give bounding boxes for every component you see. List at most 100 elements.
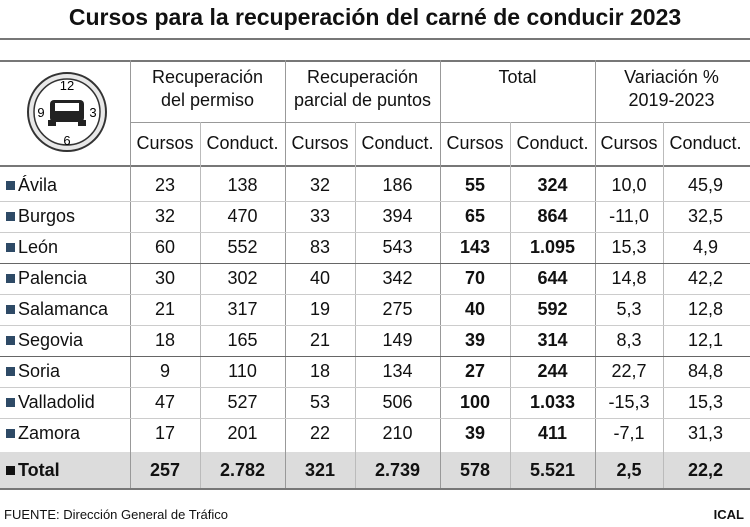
cell: 42,2 bbox=[687, 268, 724, 288]
subheader: Cursos bbox=[600, 133, 658, 153]
cell: 15,3 bbox=[687, 392, 724, 412]
cell: 342 bbox=[382, 268, 413, 288]
cell: 32 bbox=[154, 206, 176, 226]
cell: 40 bbox=[464, 299, 486, 319]
col-divider bbox=[200, 122, 201, 488]
subheader: Conduct. bbox=[206, 133, 279, 153]
subheader: Cursos bbox=[446, 133, 504, 153]
row-line bbox=[0, 294, 750, 295]
cell: 1.095 bbox=[529, 237, 576, 257]
cell: 201 bbox=[227, 423, 258, 443]
total-label: Total bbox=[18, 460, 60, 480]
cell: 23 bbox=[154, 175, 176, 195]
cell: 12,1 bbox=[687, 330, 724, 350]
group-divider bbox=[285, 60, 286, 488]
cell: 143 bbox=[459, 237, 491, 257]
cell: 2.739 bbox=[374, 460, 421, 480]
cell: 27 bbox=[464, 361, 486, 381]
bullet bbox=[6, 305, 15, 314]
cell: 578 bbox=[459, 460, 491, 480]
cell: 314 bbox=[537, 330, 568, 350]
icon-number: 9 bbox=[37, 105, 44, 120]
icon-number: 6 bbox=[63, 133, 70, 148]
cell: 527 bbox=[227, 392, 258, 412]
bullet bbox=[6, 367, 15, 376]
brand: ICAL bbox=[713, 507, 744, 522]
cell: 40 bbox=[309, 268, 331, 288]
cell: 644 bbox=[537, 268, 568, 288]
cell: 149 bbox=[382, 330, 413, 350]
cell: 324 bbox=[537, 175, 568, 195]
row-line bbox=[0, 387, 750, 388]
cell: 5,3 bbox=[616, 299, 642, 319]
total-band bbox=[0, 452, 750, 488]
cell: 186 bbox=[382, 175, 413, 195]
row-label: Salamanca bbox=[18, 299, 109, 319]
group-divider bbox=[130, 60, 131, 488]
cell: 39 bbox=[464, 330, 486, 350]
cell: 22,7 bbox=[611, 361, 647, 381]
cell: 321 bbox=[304, 460, 336, 480]
row-label: Burgos bbox=[18, 206, 76, 226]
cell: 31,3 bbox=[687, 423, 724, 443]
row-label: Zamora bbox=[18, 423, 81, 443]
cell: 110 bbox=[228, 361, 257, 381]
cell: 83 bbox=[309, 237, 331, 257]
row-label: Segovia bbox=[18, 330, 84, 350]
bullet bbox=[6, 181, 15, 190]
bullet bbox=[6, 398, 15, 407]
col-divider bbox=[663, 122, 664, 488]
cell: 21 bbox=[154, 299, 176, 319]
subheader: Conduct. bbox=[516, 133, 589, 153]
cell: 17 bbox=[154, 423, 176, 443]
table-bottom bbox=[0, 488, 750, 490]
bullet bbox=[6, 243, 15, 252]
cell: 22,2 bbox=[687, 460, 724, 480]
row-line bbox=[0, 418, 750, 419]
cell: 100 bbox=[459, 392, 491, 412]
icon-number: 3 bbox=[89, 105, 96, 120]
cell: 47 bbox=[154, 392, 176, 412]
cell: 9 bbox=[159, 361, 170, 381]
cell: 15,3 bbox=[611, 237, 647, 257]
subheader: Cursos bbox=[136, 133, 194, 153]
cell: 10,0 bbox=[611, 175, 647, 195]
bullet bbox=[6, 466, 15, 475]
cell: 302 bbox=[227, 268, 258, 288]
cell: 18 bbox=[309, 361, 331, 381]
bullet bbox=[6, 274, 15, 283]
cell: 552 bbox=[227, 237, 258, 257]
subheader: Conduct. bbox=[361, 133, 434, 153]
header-bottom bbox=[0, 165, 750, 167]
cell: 55 bbox=[464, 175, 486, 195]
row-label: Soria bbox=[18, 361, 61, 381]
cell: 864 bbox=[537, 206, 568, 226]
cell: 275 bbox=[382, 299, 413, 319]
subheader: Conduct. bbox=[669, 133, 742, 153]
row-line bbox=[0, 356, 750, 357]
cell: 317 bbox=[227, 299, 258, 319]
cell: 19 bbox=[309, 299, 331, 319]
cell: 21 bbox=[309, 330, 331, 350]
row-line bbox=[0, 201, 750, 202]
cell: 592 bbox=[537, 299, 568, 319]
group-header: Recuperación parcial de puntos bbox=[293, 67, 432, 110]
table-border bbox=[0, 60, 750, 62]
group-divider bbox=[595, 60, 596, 488]
cell: 165 bbox=[227, 330, 258, 350]
cell: 18 bbox=[154, 330, 176, 350]
cell: 39 bbox=[464, 423, 486, 443]
cell: 45,9 bbox=[687, 175, 724, 195]
bullet bbox=[6, 212, 15, 221]
cell: 543 bbox=[382, 237, 413, 257]
cell: 134 bbox=[382, 361, 413, 381]
row-label: Ávila bbox=[18, 175, 58, 195]
cell: 244 bbox=[537, 361, 568, 381]
icon-number: 12 bbox=[60, 78, 74, 93]
col-divider bbox=[510, 122, 511, 488]
cell: 60 bbox=[154, 237, 176, 257]
cell: 14,8 bbox=[611, 268, 647, 288]
bullet bbox=[6, 336, 15, 345]
cell: 470 bbox=[227, 206, 258, 226]
